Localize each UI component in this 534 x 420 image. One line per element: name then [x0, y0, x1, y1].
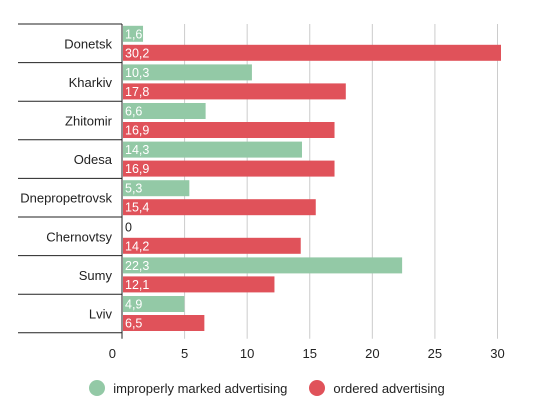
category-label: Lviv — [89, 307, 113, 322]
bar-improperly — [123, 180, 190, 197]
legend-swatch-ordered — [309, 380, 326, 396]
bar-value-label: 17,8 — [125, 85, 149, 99]
legend-label-ordered: ordered advertising — [333, 380, 445, 396]
legend-item-ordered: ordered advertising — [309, 380, 445, 396]
bar-improperly — [123, 257, 403, 274]
bar-ordered — [123, 122, 335, 138]
category-labels: Donetsk Kharkiv Zhitomir Odesa Dnepropetrovs… — [20, 36, 113, 321]
bar-ordered — [123, 44, 501, 61]
x-tick-label: 30 — [490, 346, 504, 361]
category-label: Sumy — [79, 268, 113, 283]
x-tick-label: 5 — [181, 346, 188, 361]
x-tick-label: 25 — [428, 346, 442, 361]
category-label: Kharkiv — [69, 75, 113, 90]
bar-value-label: 16,9 — [125, 162, 149, 176]
bar-ordered — [123, 315, 205, 331]
bar-value-labels: 1,6 30,2 10,3 17,8 6,6 16,9 14,3 16,9 5,3 15,4 0 14… — [125, 27, 149, 330]
bars — [123, 25, 501, 331]
legend-swatch-improperly — [89, 380, 106, 396]
bar-value-label: 4,9 — [125, 298, 142, 312]
bar-improperly — [123, 141, 302, 158]
legend: improperly marked advertising ordered ad… — [0, 376, 534, 400]
bar-value-label: 14,3 — [125, 143, 149, 157]
bar-improperly — [123, 64, 252, 81]
bar-ordered — [123, 199, 316, 216]
category-separators — [18, 23, 122, 334]
category-label: Chernovtsy — [46, 229, 112, 244]
bar-ordered — [123, 276, 275, 293]
category-label: Zhitomir — [65, 114, 113, 129]
bar-value-label: 12,1 — [125, 278, 149, 292]
bar-ordered — [123, 160, 335, 177]
bar-value-label: 15,4 — [125, 201, 149, 215]
bar-value-label: 0 — [125, 220, 132, 234]
bar-value-label: 5,3 — [125, 182, 142, 196]
bar-improperly — [123, 25, 144, 42]
x-tick-label: 10 — [240, 346, 254, 361]
bar-value-label: 30,2 — [125, 46, 149, 60]
bar-chart: 1,6 30,2 10,3 17,8 6,6 16,9 14,3 16,9 5,3 15,4 0 14… — [18, 23, 505, 361]
category-label: Donetsk — [64, 36, 112, 51]
legend-item-improperly: improperly marked advertising — [89, 380, 287, 396]
bar-value-label: 14,2 — [125, 239, 149, 253]
bar-value-label: 10,3 — [125, 66, 149, 80]
bar-improperly — [123, 296, 185, 312]
bar-ordered — [123, 237, 301, 254]
bar-value-label: 6,6 — [125, 105, 142, 119]
bar-value-label: 22,3 — [125, 259, 149, 273]
bar-value-label: 6,5 — [125, 317, 142, 331]
bar-ordered — [123, 83, 346, 100]
bar-improperly — [123, 103, 206, 119]
x-tick-label: 20 — [365, 346, 379, 361]
bar-value-label: 16,9 — [125, 124, 149, 138]
category-label: Dnepropetrovsk — [20, 191, 112, 206]
legend-label-improperly: improperly marked advertising — [113, 380, 288, 396]
category-label: Odesa — [74, 152, 113, 167]
bar-value-label: 1,6 — [125, 27, 142, 41]
x-tick-label: 15 — [303, 346, 317, 361]
x-axis-tick-labels: 0 5 10 15 20 25 30 — [109, 346, 505, 361]
x-tick-label: 0 — [109, 346, 116, 361]
